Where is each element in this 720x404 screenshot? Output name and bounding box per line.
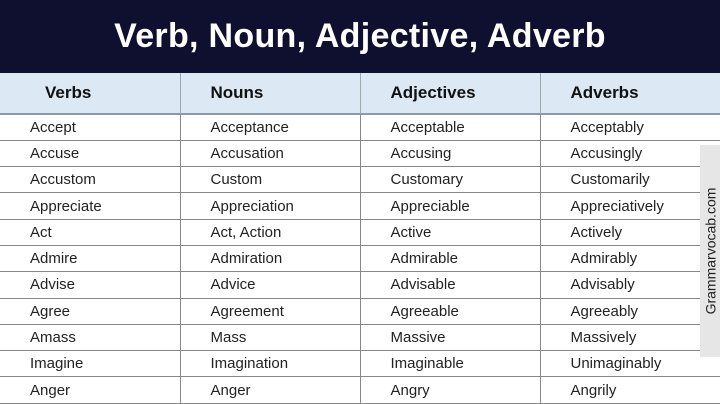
verb-cell: Accept [0,114,181,141]
noun-cell: Anger [180,376,361,404]
adjective-cell: Massive [360,324,541,352]
noun-cell: Imagination [180,350,361,378]
noun-cell: Advice [180,271,361,299]
table-row: Accept Acceptance Acceptable Acceptably [0,114,720,141]
verb-cell: Accustom [0,166,181,194]
adverb-cell: Unimaginably [540,350,720,378]
adverb-cell: Actively [540,219,720,246]
adjective-cell: Active [360,219,541,246]
table-row: Admire Admiration Admirable Admirably [0,245,720,273]
verb-cell: Imagine [0,350,181,378]
verb-cell: Amass [0,324,181,352]
table-row: Act Act, Action Active Actively [0,219,720,246]
adjective-cell: Customary [360,166,541,194]
adverb-cell: Customarily [540,166,720,194]
noun-cell: Acceptance [180,114,361,141]
verb-cell: Anger [0,376,181,404]
verb-cell: Appreciate [0,192,181,220]
column-header-verb: Verbs [0,73,181,115]
verb-cell: Advise [0,271,181,299]
table-row: Imagine Imagination Imaginable Unimaginably [0,350,720,378]
table-row: Advise Advice Advisable Advisably [0,271,720,299]
noun-cell: Act, Action [180,219,361,246]
column-header-adjective: Adjectives [360,73,541,115]
adverb-cell: Advisably [540,271,720,299]
adverb-cell: Agreeably [540,298,720,325]
adverb-cell: Angrily [540,376,720,404]
adverb-cell: Acceptably [540,114,720,141]
adjective-cell: Appreciable [360,192,541,220]
adverb-cell: Appreciatively [540,192,720,220]
adverb-cell: Accusingly [540,140,720,168]
adjective-cell: Angry [360,376,541,404]
adverb-cell: Admirably [540,245,720,273]
column-header-noun: Nouns [180,73,361,115]
header-row: Verbs Nouns Adjectives Adverbs [0,73,720,115]
verb-cell: Admire [0,245,181,273]
noun-cell: Appreciation [180,192,361,220]
noun-cell: Custom [180,166,361,194]
adjective-cell: Accusing [360,140,541,168]
table-row: Agree Agreement Agreeable Agreeably [0,298,720,325]
verb-cell: Agree [0,298,181,325]
table-row: Accuse Accusation Accusing Accusingly [0,140,720,168]
noun-cell: Agreement [180,298,361,325]
noun-cell: Admiration [180,245,361,273]
adjective-cell: Acceptable [360,114,541,141]
table-row: Anger Anger Angry Angrily [0,376,720,404]
column-header-adverb: Adverbs [540,73,720,115]
adjective-cell: Advisable [360,271,541,299]
verb-cell: Act [0,219,181,246]
noun-cell: Accusation [180,140,361,168]
adjective-cell: Agreeable [360,298,541,325]
adjective-cell: Imaginable [360,350,541,378]
table-row: Accustom Custom Customary Customarily [0,166,720,194]
adverb-cell: Massively [540,324,720,352]
word-forms-table: Verbs Nouns Adjectives Adverbs Accept Accept… [0,73,720,404]
noun-cell: Mass [180,324,361,352]
table-row: Amass Mass Massive Massively [0,324,720,352]
page-title: Verb, Noun, Adjective, Adverb [0,0,720,73]
verb-cell: Accuse [0,140,181,168]
watermark: Grammarvocab.com [700,145,720,357]
watermark-text: Grammarvocab.com [702,187,718,315]
adjective-cell: Admirable [360,245,541,273]
table-row: Appreciate Appreciation Appreciable Appreci… [0,192,720,220]
